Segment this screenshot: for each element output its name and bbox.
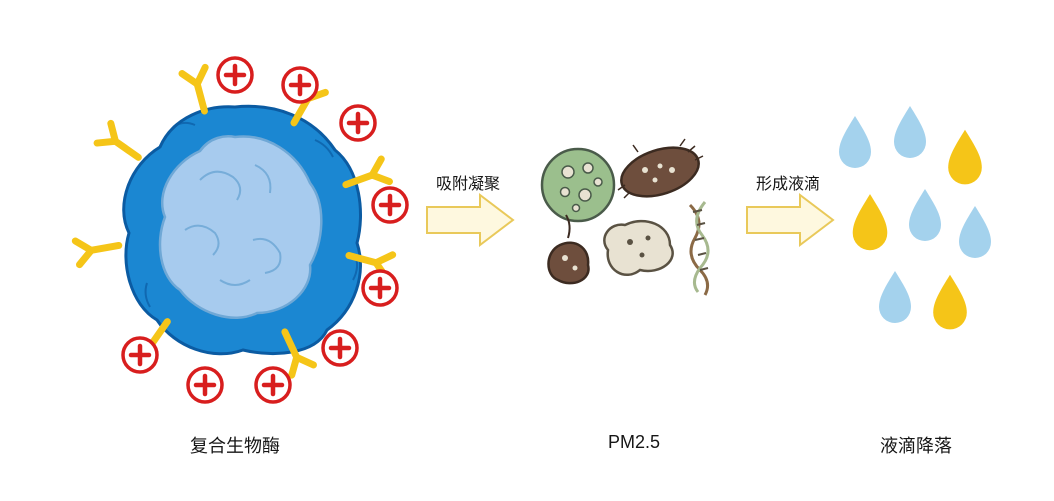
microbe-brown-flagellate [548, 215, 588, 283]
plus-icon [218, 58, 252, 92]
arrow-form-droplet [745, 193, 835, 247]
droplet-icon [909, 189, 941, 241]
plus-icon [123, 338, 157, 372]
plus-icon [341, 106, 375, 140]
arrow-icon [425, 193, 515, 247]
droplet-icon [948, 130, 982, 185]
plus-icon [256, 368, 290, 402]
stage-droplets [825, 105, 1015, 335]
caption-pm25: PM2.5 [608, 432, 660, 453]
arrow-adsorption [425, 193, 515, 247]
droplet-icon [879, 271, 911, 323]
droplet-icon [959, 206, 991, 258]
arrow-label-adsorption: 吸附凝聚 [436, 170, 500, 194]
stage-pm25 [530, 130, 740, 300]
plus-icon [373, 188, 407, 222]
plus-icon [188, 368, 222, 402]
microbe-beige-amoeba [604, 221, 672, 275]
plus-icon [363, 271, 397, 305]
droplet-icon [839, 116, 871, 168]
microbe-dna-strand [690, 202, 708, 295]
droplet-icon [933, 275, 967, 330]
pm25-illustration [530, 130, 740, 300]
plus-icons [123, 58, 407, 402]
microbe-brown-paramecium [615, 139, 705, 206]
microbe-green-coccus [542, 149, 614, 221]
plus-icon [323, 331, 357, 365]
droplet-icon [853, 194, 888, 250]
caption-enzyme: 复合生物酶 [190, 432, 280, 458]
caption-drops: 液滴降落 [880, 432, 952, 458]
arrow-label-form-droplet: 形成液滴 [756, 170, 820, 194]
droplets-illustration [825, 105, 1015, 335]
arrow-icon [745, 193, 835, 247]
droplet-icon [894, 106, 926, 158]
plus-icon [283, 68, 317, 102]
